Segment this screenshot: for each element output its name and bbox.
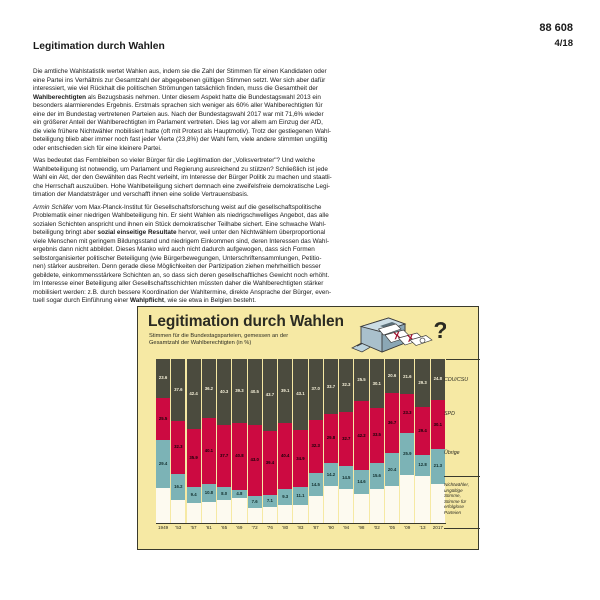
svg-text:?: ?	[434, 317, 447, 343]
